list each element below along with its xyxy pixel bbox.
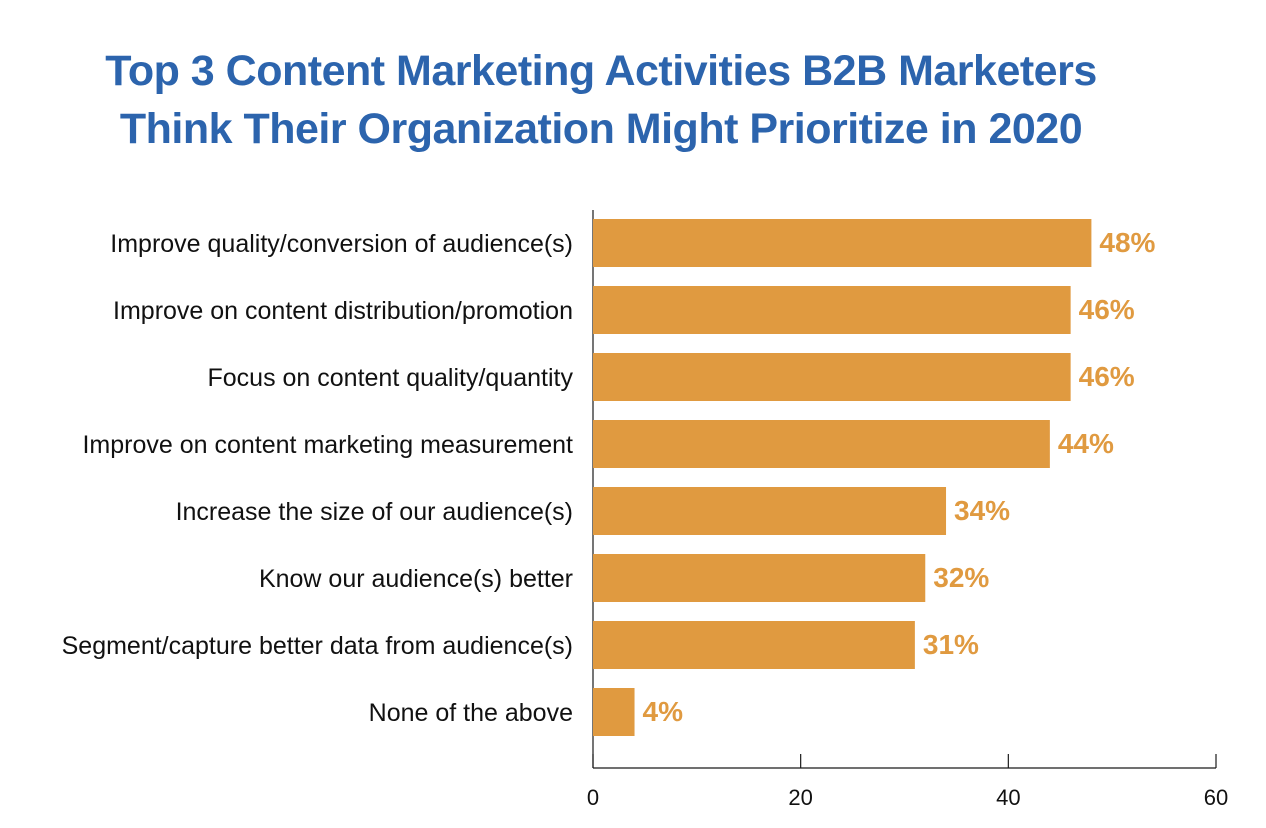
category-label: Know our audience(s) better — [259, 565, 573, 593]
data-label: 46% — [1079, 361, 1135, 392]
bar — [593, 420, 1050, 468]
bar — [593, 688, 635, 736]
data-label: 34% — [954, 495, 1010, 526]
bar — [593, 219, 1092, 267]
data-label: 31% — [923, 629, 979, 660]
chart-title-line-2: Think Their Organization Might Prioritiz… — [119, 105, 1083, 153]
bar — [593, 286, 1071, 334]
data-label: 44% — [1058, 428, 1114, 459]
category-label: Improve on content marketing measurement — [82, 431, 573, 459]
category-label: None of the above — [369, 699, 573, 727]
x-tick-label: 60 — [1204, 785, 1228, 810]
category-label: Improve quality/conversion of audience(s… — [110, 230, 573, 258]
data-label: 48% — [1099, 227, 1155, 258]
x-tick-label: 0 — [587, 785, 599, 810]
chart-title: Top 3 Content Marketing Activities B2B M… — [0, 42, 1202, 158]
category-label: Increase the size of our audience(s) — [176, 498, 573, 526]
bar — [593, 487, 947, 535]
bar — [593, 353, 1071, 401]
bar — [593, 621, 915, 669]
bar — [593, 554, 926, 602]
x-tick-label: 40 — [996, 785, 1020, 810]
data-label: 32% — [933, 562, 989, 593]
category-label: Segment/capture better data from audienc… — [62, 632, 573, 660]
data-label: 4% — [643, 696, 684, 727]
category-label: Focus on content quality/quantity — [207, 364, 573, 392]
x-tick-label: 20 — [788, 785, 812, 810]
chart-title-line-1: Top 3 Content Marketing Activities B2B M… — [105, 47, 1097, 95]
data-label: 46% — [1079, 294, 1135, 325]
category-label: Improve on content distribution/promotio… — [113, 297, 573, 325]
